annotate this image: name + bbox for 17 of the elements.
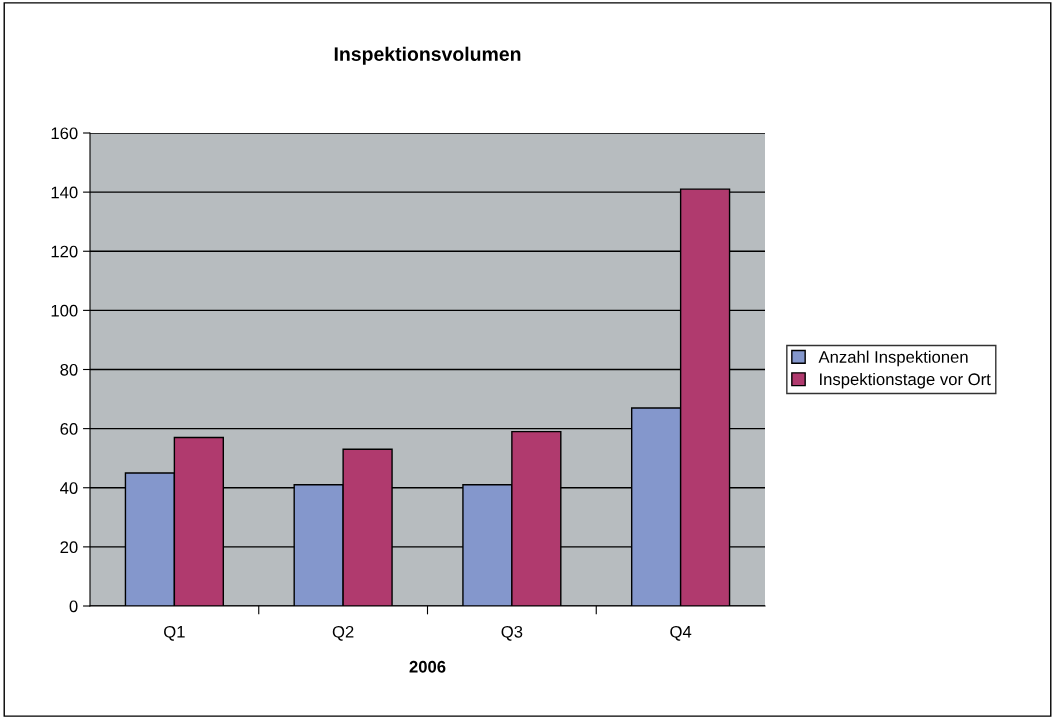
y-tick-label: 160 <box>51 127 78 140</box>
y-tick-label: 40 <box>60 482 78 494</box>
x-axis-title: 2006 <box>409 660 446 673</box>
y-tick-label: 120 <box>51 245 78 258</box>
y-tick-label: 140 <box>51 186 78 199</box>
legend-label: Anzahl Inspektionen <box>818 350 968 367</box>
y-tick-label: 60 <box>60 423 78 435</box>
x-tick-label: Q3 <box>501 625 523 641</box>
y-tick-label: 100 <box>51 304 78 317</box>
chart-title: Inspektionsvolumen <box>334 46 521 65</box>
x-tick-label: Q2 <box>332 625 354 641</box>
legend-label: Inspektionstage vor Ort <box>820 372 991 389</box>
y-tick-label: 0 <box>69 600 78 613</box>
y-tick-label: 20 <box>60 541 78 554</box>
y-tick-label: 80 <box>60 363 78 376</box>
x-tick-label: Q1 <box>164 625 185 641</box>
x-tick-label: Q4 <box>670 625 692 641</box>
